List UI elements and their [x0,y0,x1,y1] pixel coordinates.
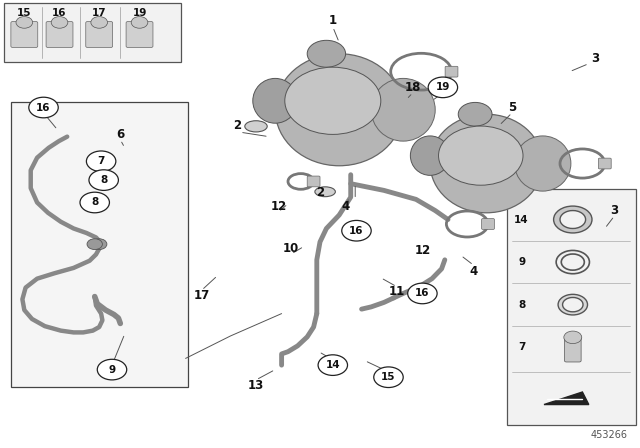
Ellipse shape [275,54,403,166]
FancyBboxPatch shape [307,176,320,187]
Circle shape [428,77,458,98]
Text: 8: 8 [518,300,525,310]
Text: 4: 4 [470,264,477,278]
FancyBboxPatch shape [4,3,181,62]
Text: 15: 15 [17,9,31,18]
Text: 19: 19 [436,82,450,92]
Ellipse shape [307,40,346,67]
Circle shape [51,17,68,28]
FancyBboxPatch shape [598,158,611,169]
Text: 4: 4 [342,199,349,213]
Text: 3: 3 [611,204,618,217]
Circle shape [97,359,127,380]
Text: 13: 13 [248,379,264,392]
Circle shape [91,17,108,28]
Text: 7: 7 [518,342,525,352]
Text: 9: 9 [108,365,116,375]
Text: 17: 17 [92,9,106,18]
Text: 6: 6 [116,128,124,141]
Circle shape [318,355,348,375]
Text: 8: 8 [100,175,108,185]
Text: 7: 7 [97,156,105,166]
Text: 12: 12 [270,199,287,213]
Text: 9: 9 [518,257,525,267]
FancyBboxPatch shape [481,219,494,229]
Circle shape [285,67,381,134]
Circle shape [87,239,102,250]
Ellipse shape [245,121,268,132]
Text: 2: 2 [233,119,241,132]
Text: 19: 19 [132,9,147,18]
FancyBboxPatch shape [46,22,73,47]
Ellipse shape [315,187,335,197]
Text: 11: 11 [388,284,405,298]
Circle shape [80,192,109,213]
Ellipse shape [430,114,543,213]
Circle shape [342,220,371,241]
Text: 12: 12 [414,244,431,258]
FancyBboxPatch shape [11,22,38,47]
FancyBboxPatch shape [126,22,153,47]
Text: 16: 16 [52,9,67,18]
FancyBboxPatch shape [86,22,113,47]
Circle shape [374,367,403,388]
Circle shape [16,17,33,28]
Circle shape [92,239,107,250]
Ellipse shape [253,78,298,123]
Circle shape [564,331,582,344]
Text: 17: 17 [193,289,210,302]
Ellipse shape [515,136,571,191]
Text: 5: 5 [508,101,516,114]
Circle shape [131,17,148,28]
Text: 8: 8 [91,198,99,207]
FancyBboxPatch shape [11,102,188,387]
FancyBboxPatch shape [445,66,458,77]
FancyBboxPatch shape [564,336,581,362]
Text: 16: 16 [36,103,51,112]
Circle shape [89,170,118,190]
Circle shape [438,126,523,185]
FancyBboxPatch shape [507,189,636,425]
Text: 14: 14 [515,215,529,224]
Ellipse shape [371,78,435,141]
Circle shape [408,283,437,304]
Circle shape [86,151,116,172]
Text: 2: 2 [316,186,324,199]
Polygon shape [544,392,589,405]
Text: 1: 1 [329,13,337,27]
Text: 18: 18 [404,81,421,94]
Text: 16: 16 [349,226,364,236]
Ellipse shape [458,103,492,126]
Text: 3: 3 [591,52,599,65]
Text: 15: 15 [381,372,396,382]
Text: 14: 14 [326,360,340,370]
Text: 16: 16 [415,289,429,298]
Ellipse shape [410,136,450,175]
Text: 10: 10 [283,242,300,255]
Text: 453266: 453266 [590,430,627,440]
Circle shape [29,97,58,118]
